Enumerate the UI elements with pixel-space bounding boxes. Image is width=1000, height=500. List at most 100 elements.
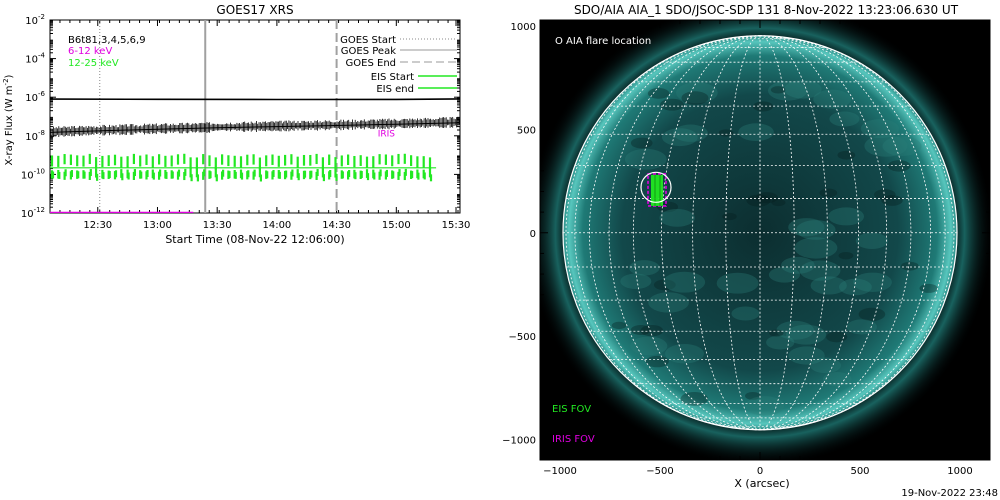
solar-feature [786,324,827,345]
solar-feature [661,128,698,147]
longitude-line [574,35,761,431]
solar-feature [660,98,684,111]
legend-goes-start: GOES Start [340,35,396,46]
goes-y-axis-label-close: ) [4,74,15,78]
goes-y-tick-exp: -6 [38,90,46,98]
aia-y-tick-label: −1000 [502,435,536,446]
aia-x-tick-label: 1000 [947,466,972,477]
solar-feature [755,192,778,204]
solar-feature [653,279,676,291]
solar-feature [901,261,919,271]
longitude-line [608,35,761,431]
solar-feature [860,119,899,139]
goes-y-tick-label: 10-8 [25,129,45,143]
solar-feature [645,355,669,368]
solar-feature [771,199,786,207]
goes-vertical-markers [99,20,338,213]
solar-limb [562,35,958,431]
aia-y-tick-label: 1000 [511,22,536,33]
aia-x-tick-label: −500 [646,466,673,477]
longitude-line [692,35,761,431]
solar-feature [794,237,838,259]
goes-series-group [50,98,460,213]
solar-feature [919,283,938,293]
goes-y-tick-exp: -8 [38,129,45,137]
goes-x-tick-label: 13:30 [203,220,232,231]
aia-y-tick-labels: 1000 500 0 −500 −1000 [502,22,536,446]
longitude-line [759,35,912,431]
longitude-line [725,35,761,431]
solar-feature [663,271,706,293]
goes-y-tick-exp: -10 [34,167,45,175]
goes-x-tick-label: 15:00 [382,220,411,231]
solar-feature [628,260,660,276]
aia-legend-eis-fov: EIS FOV [552,404,591,415]
aia-legend-iris-fov: IRIS FOV [552,434,595,445]
solar-feature [659,208,695,227]
goes-y-tick-base: 10 [25,132,38,143]
goes-y-tick-exp: -12 [34,206,45,214]
goes-legend-left: B6t81,3,4,5,6,9 6-12 keV 12-25 keV [68,35,146,69]
legend-entry-channels: B6t81,3,4,5,6,9 [68,35,146,46]
goes-x-tick-label: 13:00 [143,220,172,231]
legend-eis-start: EIS Start [371,72,414,83]
longitude-line [759,35,955,431]
longitude-line [759,35,946,431]
solar-feature [781,256,815,274]
solar-feature [624,148,667,170]
longitude-line [661,35,761,431]
aia-legend-flare-location: O AIA flare location [555,36,651,47]
solar-feature [822,372,852,387]
solar-feature [769,329,784,337]
goes-x-tick-label: 12:30 [83,220,112,231]
solar-feature [630,137,653,149]
solar-feature [796,220,836,240]
longitude-line [589,35,761,431]
goes-y-tick-base: 10 [21,170,34,181]
solar-feature [746,194,771,207]
solar-feature [853,272,892,292]
aia-plot-frame [539,19,991,461]
goes-axis-ticks [49,19,460,214]
solar-feature [784,79,822,99]
series-line-0 [50,98,460,101]
longitude-line [759,35,828,431]
solar-feature [826,331,848,343]
solar-feature [881,195,903,206]
solar-feature [716,272,759,294]
solar-feature [718,129,734,137]
solar-feature [630,336,668,356]
longitude-line [759,35,931,431]
aia-y-tick-label: −500 [509,332,536,343]
solar-feature [738,123,774,142]
solar-feature [722,212,737,221]
solar-feature [611,321,627,330]
goes-chart-title: GOES17 XRS [216,3,293,17]
aia-axis-ticks [539,20,990,461]
solar-feature [838,251,854,260]
heliographic-grid [563,35,957,431]
solar-feature [788,218,825,237]
aia-chart-title: SDO/AIA AIA_1 SDO/JSOC-SDP 131 8-Nov-202… [574,3,959,17]
solar-feature [647,88,670,99]
solar-feature [874,189,896,200]
solar-feature [855,232,889,249]
solar-feature [864,135,908,157]
goes-y-tick-label: 10-2 [25,13,45,27]
solar-feature [837,150,856,160]
goes-y-tick-label: 10-6 [25,90,45,104]
goes-y-axis-label: X-ray Flux (W m-2) [2,74,15,165]
longitude-line [759,35,887,431]
solar-feature [776,320,815,340]
legend-eis-end: EIS end [376,84,414,95]
goes-y-tick-label: 10-12 [21,206,45,220]
solar-feature [766,335,795,350]
legend-goes-peak: GOES Peak [341,46,396,57]
solar-feature [819,188,838,198]
solar-feature [809,357,842,374]
eis-fov-box [651,174,663,206]
longitude-line [633,35,761,431]
